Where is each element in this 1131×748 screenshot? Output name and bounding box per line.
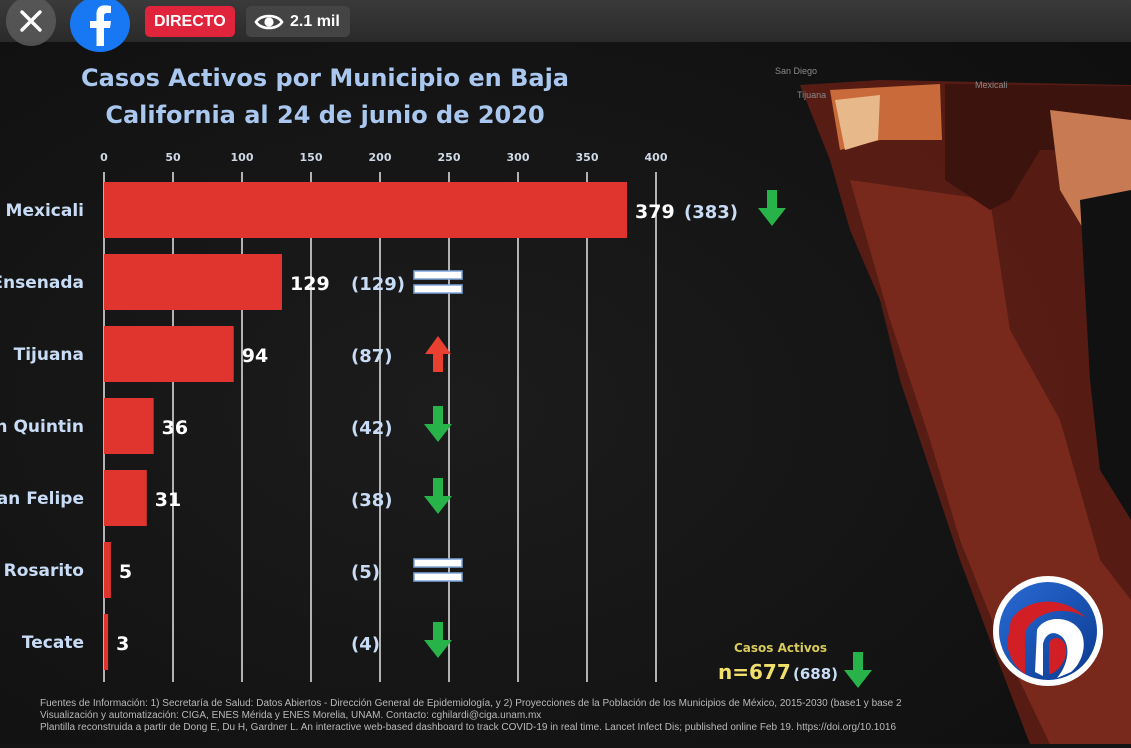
trend-down-arrow-icon [424,406,452,442]
value-label: 31 [155,489,181,511]
chart-title-line-1: Casos Activos por Municipio en Baja [81,64,569,92]
bar-ensenada [104,254,283,310]
category-label: Tecate [22,633,84,653]
footer-line-3: Plantilla reconstruida a partir de Dong … [40,722,897,733]
previous-value-label: (129) [351,274,405,295]
total-previous: (688) [793,665,838,683]
value-label: 3 [116,633,129,655]
trend-down-arrow-icon [424,478,452,514]
category-label: an Quintin [0,417,84,437]
total-block: Casos Activos n=677 (688) [718,641,872,688]
eye-icon [254,14,284,29]
x-tick-label: 150 [300,151,323,164]
total-value: n=677 [718,660,791,684]
map-label-tijuana: Tijuana [797,90,826,100]
footer-line-1: Fuentes de Información: 1) Secretaría de… [40,698,902,709]
bar-tijuana [104,326,234,382]
bar-mexicali [104,182,628,238]
facebook-button[interactable] [70,0,130,52]
bar-san-quintin [104,398,154,454]
value-label: 94 [242,345,268,367]
value-labels: Mexicali 379 (383) Ensenada 129 (129) Tijuana 9… [0,190,786,658]
close-button[interactable] [6,0,56,46]
category-label: San Felipe [0,489,84,509]
map-label-san-diego: San Diego [775,66,817,76]
x-tick-label: 0 [100,151,108,164]
value-label: 129 [290,273,330,295]
value-label: 5 [119,561,132,583]
footer-line-2: Visualización y automatización: CIGA, EN… [40,710,542,721]
x-tick-label: 200 [369,151,392,164]
map-label-mexicali: Mexicali [975,80,1008,90]
chart-title: Casos Activos por Municipio en Baja Cali… [60,60,590,134]
previous-value-label: (383) [684,202,738,223]
x-tick-label: 350 [576,151,599,164]
viewer-count-badge: 2.1 mil [246,6,350,37]
trend-down-arrow-icon [424,622,452,658]
previous-value-label: (87) [351,346,393,367]
bar-rosarito [104,542,111,598]
trend-equal-icon [413,270,463,294]
x-tick-label: 250 [438,151,461,164]
category-label: Ensenada [0,273,84,293]
trend-down-arrow-icon [758,190,786,226]
x-tick-label: 50 [165,151,181,164]
value-label: 379 [635,201,675,223]
value-label: 36 [162,417,188,439]
bars [104,182,628,670]
category-label: Mexicali [6,201,84,221]
previous-value-label: (5) [351,562,380,583]
x-tick-label: 100 [231,151,254,164]
previous-value-label: (4) [351,634,380,655]
trend-equal-icon [413,558,463,582]
bar-san-felipe [104,470,147,526]
footer-sources: Fuentes de Información: 1) Secretaría de… [40,698,1130,734]
previous-value-label: (42) [351,418,393,439]
live-badge: DIRECTO [145,6,235,37]
total-trend-down-arrow-icon [844,652,872,688]
trend-up-arrow-icon [425,336,451,372]
total-label: Casos Activos [734,641,827,655]
close-icon [20,10,42,32]
channel-logo [991,574,1105,688]
previous-value-label: (38) [351,490,393,511]
trend-down-arrow-icon [844,652,872,688]
category-label: Rosarito [4,561,84,581]
bar-tecate [104,614,109,670]
channel-logo-icon [993,576,1103,686]
x-tick-label: 400 [645,151,668,164]
category-label: Tijuana [14,345,84,365]
x-tick-label: 300 [507,151,530,164]
map-sea-of-cortez [1080,190,1131,520]
facebook-icon [90,5,111,46]
map-region-tecate [835,95,880,150]
viewer-count: 2.1 mil [290,12,340,30]
chart-title-line-2: California al 24 de junio de 2020 [105,101,545,129]
